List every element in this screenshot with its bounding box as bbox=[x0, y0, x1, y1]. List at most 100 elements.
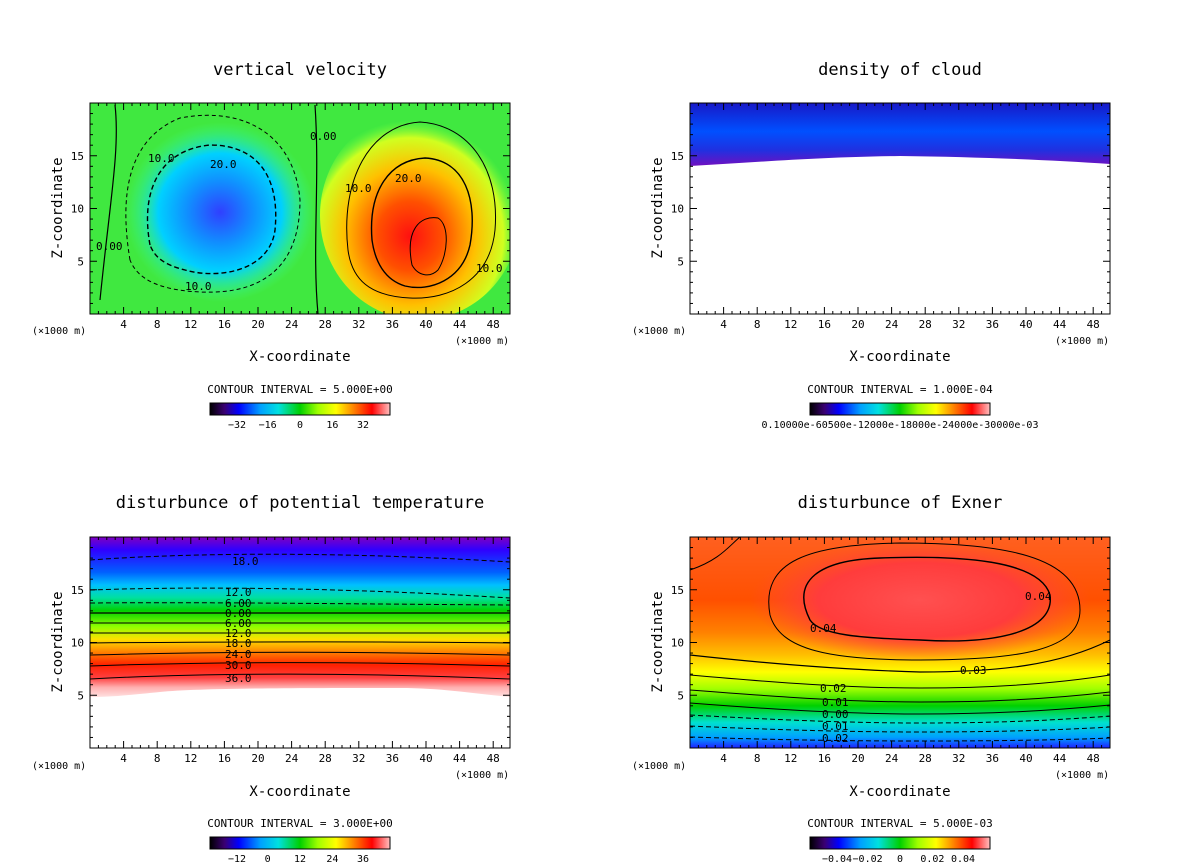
contour-label: 12.0 bbox=[225, 586, 252, 599]
panel-3-text: disturbunce of Exner X-coordinate Z-coor… bbox=[632, 493, 1109, 830]
x-tick-label: 12 bbox=[784, 752, 797, 765]
x-tick-label: 8 bbox=[754, 752, 761, 765]
x-tick-label: 16 bbox=[218, 752, 231, 765]
y-axis-label: Z-coordinate bbox=[650, 591, 666, 692]
colorbar-tick-label: 0.02 bbox=[920, 854, 944, 865]
x-tick-label: 40 bbox=[419, 752, 432, 765]
contour-label: 36.0 bbox=[225, 672, 252, 685]
x-tick-label: 12 bbox=[184, 752, 197, 765]
x-tick-label: 20 bbox=[251, 752, 264, 765]
x-tick-label: 48 bbox=[1087, 752, 1100, 765]
x-tick-label: 48 bbox=[487, 318, 500, 331]
contour-interval: CONTOUR INTERVAL = 5.000E-03 bbox=[807, 817, 992, 830]
x-tick-label: 28 bbox=[919, 752, 932, 765]
x-tick-label: 8 bbox=[754, 318, 761, 331]
contour-label: 0.03 bbox=[960, 664, 987, 677]
x-tick-label: 32 bbox=[352, 318, 365, 331]
contour-label: 10.0 bbox=[148, 152, 175, 165]
colorbar-tick-label: 36 bbox=[357, 854, 369, 865]
x-tick-label: 40 bbox=[419, 318, 432, 331]
contour-label: 0.01 bbox=[822, 696, 849, 709]
x-tick-label: 36 bbox=[986, 318, 999, 331]
x-tick-label: 28 bbox=[319, 752, 332, 765]
x-unit-right: (×1000 m) bbox=[1055, 770, 1109, 781]
x-tick-label: 28 bbox=[319, 318, 332, 331]
y-tick-label: 15 bbox=[71, 584, 84, 597]
x-tick-label: 24 bbox=[885, 318, 899, 331]
x-tick-label: 28 bbox=[919, 318, 932, 331]
contour-label: 0.00 bbox=[822, 708, 849, 721]
contour-label: 20.0 bbox=[395, 172, 422, 185]
x-axis-label: X-coordinate bbox=[849, 349, 950, 365]
panel-exner-field bbox=[690, 537, 1110, 748]
contour-interval: CONTOUR INTERVAL = 3.000E+00 bbox=[207, 817, 392, 830]
chart-title: density of cloud bbox=[818, 60, 982, 80]
contour-label: 10.0 bbox=[476, 262, 503, 275]
colorbar-tick-label: 0 bbox=[897, 854, 903, 865]
contour-label: 0.00 bbox=[96, 240, 123, 253]
x-unit-right: (×1000 m) bbox=[455, 770, 509, 781]
y-axis-label: Z-coordinate bbox=[650, 157, 666, 258]
contour-label: 6.00 bbox=[225, 617, 252, 630]
y-tick-label: 15 bbox=[671, 150, 684, 163]
x-tick-label: 20 bbox=[851, 318, 864, 331]
x-tick-label: 36 bbox=[386, 318, 399, 331]
colorbar-tick-label: 16 bbox=[326, 420, 338, 431]
x-unit-left: (×1000 m) bbox=[632, 326, 686, 337]
colorbar-tick-label: −0.02 bbox=[853, 854, 883, 865]
x-tick-label: 44 bbox=[453, 752, 467, 765]
colorbar-tick-label: 24 bbox=[326, 854, 338, 865]
panel-density-of-cloud-field bbox=[690, 103, 1110, 314]
x-tick-label: 20 bbox=[851, 752, 864, 765]
contour-labels-vertical-velocity: 10.0 20.0 0.00 10.0 20.0 0.00 10.0 10.0 bbox=[96, 130, 503, 293]
contour-label: 0.02 bbox=[822, 732, 849, 745]
x-tick-label: 44 bbox=[1053, 318, 1067, 331]
x-tick-label: 24 bbox=[285, 318, 299, 331]
y-tick-label: 10 bbox=[71, 203, 84, 216]
x-tick-label: 24 bbox=[885, 752, 899, 765]
colorbar-tick-label: −0.04 bbox=[822, 854, 852, 865]
contour-label: 0.04 bbox=[810, 622, 837, 635]
y-tick-label: 5 bbox=[677, 255, 684, 268]
contour-labels-potential-temperature: 18.0 12.0 6.00 0.00 6.00 12.0 18.0 24.0 … bbox=[225, 555, 259, 685]
panel-2-text: disturbunce of potential temperature X-c… bbox=[32, 493, 509, 830]
y-tick-label: 5 bbox=[77, 689, 84, 702]
y-axis-label: Z-coordinate bbox=[50, 157, 66, 258]
x-tick-label: 12 bbox=[184, 318, 197, 331]
colorbar-tick-label: −12 bbox=[228, 854, 246, 865]
y-tick-label: 10 bbox=[671, 203, 684, 216]
colorbar-tick-label: 12 bbox=[294, 854, 306, 865]
x-tick-label: 16 bbox=[218, 318, 231, 331]
x-tick-label: 20 bbox=[251, 318, 264, 331]
x-unit-left: (×1000 m) bbox=[32, 761, 86, 772]
y-tick-label: 10 bbox=[71, 637, 84, 650]
colorbar-tick-label: 32 bbox=[357, 420, 369, 431]
colorbar-tick-label: 0 bbox=[265, 854, 271, 865]
chart-title: disturbunce of Exner bbox=[798, 493, 1003, 513]
x-unit-left: (×1000 m) bbox=[632, 761, 686, 772]
contour-label: 10.0 bbox=[185, 280, 212, 293]
x-axis-label: X-coordinate bbox=[249, 784, 350, 800]
contour-label: 18.0 bbox=[225, 637, 252, 650]
x-unit-right: (×1000 m) bbox=[1055, 336, 1109, 347]
contour-label: 0.02 bbox=[820, 682, 847, 695]
chart-title: disturbunce of potential temperature bbox=[116, 493, 484, 513]
y-tick-label: 15 bbox=[671, 584, 684, 597]
panel-0-text: vertical velocity X-coordinate Z-coordin… bbox=[32, 60, 509, 396]
colorbar-tick-label: 0.04 bbox=[951, 854, 975, 865]
panel-1-text: density of cloud X-coordinate Z-coordina… bbox=[632, 60, 1109, 396]
x-tick-label: 44 bbox=[1053, 752, 1067, 765]
colorbar-tick-label: 0 bbox=[297, 420, 303, 431]
contour-label: 10.0 bbox=[345, 182, 372, 195]
x-tick-label: 12 bbox=[784, 318, 797, 331]
x-tick-label: 32 bbox=[352, 752, 365, 765]
x-axis-label: X-coordinate bbox=[849, 784, 950, 800]
x-tick-label: 48 bbox=[1087, 318, 1100, 331]
colorbar-tick-label: −16 bbox=[259, 420, 277, 431]
x-tick-label: 40 bbox=[1019, 752, 1032, 765]
